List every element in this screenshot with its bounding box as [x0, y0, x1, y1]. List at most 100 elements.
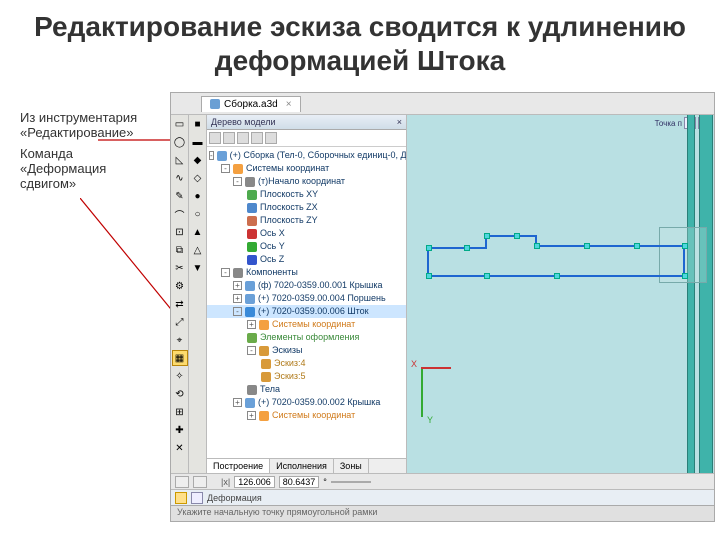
tree-tb-2[interactable] [237, 132, 249, 144]
tab-close-icon[interactable]: × [286, 99, 292, 110]
vt1-btn-3[interactable]: ∿ [172, 170, 188, 186]
toggle-icon[interactable]: + [247, 320, 256, 329]
tree-tb-4[interactable] [265, 132, 277, 144]
tree-c1[interactable]: + (ф) 7020-0359.00.001 Крышка [207, 279, 406, 292]
sketch-node[interactable] [514, 233, 520, 239]
tree-tb-1[interactable] [223, 132, 235, 144]
sketch-node[interactable] [484, 233, 490, 239]
sketch-node[interactable] [554, 273, 560, 279]
vt1-deform-button[interactable]: ▦ [172, 350, 188, 366]
tree-label: Компоненты [246, 266, 298, 279]
sketch-node[interactable] [682, 273, 688, 279]
vt2-btn-0[interactable]: ■ [190, 116, 206, 132]
vt2-btn-6[interactable]: ▲ [190, 224, 206, 240]
doc-tab[interactable]: Сборка.a3d × [201, 96, 301, 112]
toggle-icon[interactable]: - [209, 151, 214, 160]
tree-pxy[interactable]: Плоскость XY [207, 188, 406, 201]
toggle-icon[interactable]: - [233, 177, 242, 186]
side-p2: Команда «Деформация сдвигом» [20, 146, 160, 191]
toggle-icon[interactable]: - [221, 164, 230, 173]
tree-sys2[interactable]: + Системы координат [207, 318, 406, 331]
canvas-viewport[interactable]: Точка п [407, 115, 714, 473]
origin-icon [245, 177, 255, 187]
tree-tab-exec[interactable]: Исполнения [270, 459, 334, 473]
tree-sk4[interactable]: Эскиз:4 [207, 357, 406, 370]
sketch-node[interactable] [426, 245, 432, 251]
deform-label: Деформация [207, 493, 262, 503]
vt1-btn-17[interactable]: ✚ [172, 422, 188, 438]
tree-comp[interactable]: - Компоненты [207, 266, 406, 279]
tree-pzx[interactable]: Плоскость ZX [207, 201, 406, 214]
vt1-btn-7[interactable]: ⧉ [172, 242, 188, 258]
tree-label: Плоскость ZY [260, 214, 318, 227]
toggle-icon[interactable]: + [247, 411, 256, 420]
tree-ay[interactable]: Ось Y [207, 240, 406, 253]
vt2-btn-3[interactable]: ◇ [190, 170, 206, 186]
sketch-node[interactable] [484, 273, 490, 279]
vt2-btn-2[interactable]: ◆ [190, 152, 206, 168]
toggle-icon[interactable]: + [233, 281, 242, 290]
vt1-btn-11[interactable]: ⤢ [172, 314, 188, 330]
tree-elem[interactable]: Элементы оформления [207, 331, 406, 344]
deform-icon-2[interactable] [191, 492, 203, 504]
sketch-node[interactable] [426, 273, 432, 279]
tree-sk5[interactable]: Эскиз:5 [207, 370, 406, 383]
tree-title: Дерево модели [211, 117, 276, 127]
tree-tb-0[interactable] [209, 132, 221, 144]
vt2-btn-7[interactable]: △ [190, 242, 206, 258]
plane-icon [247, 190, 257, 200]
tree-c3-selected[interactable]: - (+) 7020-0359.00.006 Шток [207, 305, 406, 318]
axis-icon [247, 255, 257, 265]
vt1-btn-2[interactable]: ◺ [172, 152, 188, 168]
deform-icon[interactable] [175, 492, 187, 504]
vt1-btn-9[interactable]: ⚙ [172, 278, 188, 294]
toggle-icon[interactable]: + [233, 398, 242, 407]
vt2-btn-4[interactable]: ● [190, 188, 206, 204]
sketch-node[interactable] [682, 243, 688, 249]
tree-origin[interactable]: - (т)Начало координат [207, 175, 406, 188]
vt1-btn-8[interactable]: ✂ [172, 260, 188, 276]
tree-close-icon[interactable]: × [397, 117, 402, 127]
tree-c2[interactable]: + (+) 7020-0359.00.004 Поршень [207, 292, 406, 305]
vertical-toolbar-2: ■ ▬ ◆ ◇ ● ○ ▲ △ ▼ [189, 115, 207, 473]
vt2-btn-1[interactable]: ▬ [190, 134, 206, 150]
tree-label: Ось Y [260, 240, 285, 253]
vt1-btn-10[interactable]: ⇄ [172, 296, 188, 312]
bb-chip-2[interactable] [193, 476, 207, 488]
vt1-btn-1[interactable]: ◯ [172, 134, 188, 150]
tree-coord[interactable]: - Системы координат [207, 162, 406, 175]
axis-gizmo [421, 367, 423, 417]
tree-sketch[interactable]: - Эскизы [207, 344, 406, 357]
sketch-node[interactable] [584, 243, 590, 249]
vt1-btn-0[interactable]: ▭ [172, 116, 188, 132]
vt2-btn-5[interactable]: ○ [190, 206, 206, 222]
tree-pzy[interactable]: Плоскость ZY [207, 214, 406, 227]
vt1-btn-18[interactable]: ✕ [172, 440, 188, 456]
tree-tab-build[interactable]: Построение [207, 459, 270, 473]
sketch-node[interactable] [464, 245, 470, 251]
vt1-btn-6[interactable]: ⊡ [172, 224, 188, 240]
tree-c4[interactable]: + (+) 7020-0359.00.002 Крышка [207, 396, 406, 409]
vt1-btn-14[interactable]: ✧ [172, 368, 188, 384]
tree-tab-zones[interactable]: Зоны [334, 459, 369, 473]
toggle-icon[interactable]: - [233, 307, 242, 316]
bb-chip-1[interactable] [175, 476, 189, 488]
tree-root[interactable]: - (+) Сборка (Тел-0, Сборочных единиц-0,… [207, 149, 406, 162]
toggle-icon[interactable]: - [221, 268, 230, 277]
toggle-icon[interactable]: - [247, 346, 256, 355]
sketch-node[interactable] [634, 243, 640, 249]
tree-body[interactable]: - (+) Сборка (Тел-0, Сборочных единиц-0,… [207, 147, 406, 458]
vt2-btn-8[interactable]: ▼ [190, 260, 206, 276]
tree-ax[interactable]: Ось X [207, 227, 406, 240]
vt1-btn-16[interactable]: ⊞ [172, 404, 188, 420]
tree-sys3[interactable]: + Системы координат [207, 409, 406, 422]
vt1-btn-12[interactable]: ⌖ [172, 332, 188, 348]
vt1-btn-4[interactable]: ✎ [172, 188, 188, 204]
toggle-icon[interactable]: + [233, 294, 242, 303]
vt1-btn-15[interactable]: ⟲ [172, 386, 188, 402]
sketch-node[interactable] [534, 243, 540, 249]
tree-az[interactable]: Ось Z [207, 253, 406, 266]
vt1-btn-5[interactable]: ⌒ [172, 206, 188, 222]
tree-body[interactable]: Тела [207, 383, 406, 396]
tree-tb-3[interactable] [251, 132, 263, 144]
